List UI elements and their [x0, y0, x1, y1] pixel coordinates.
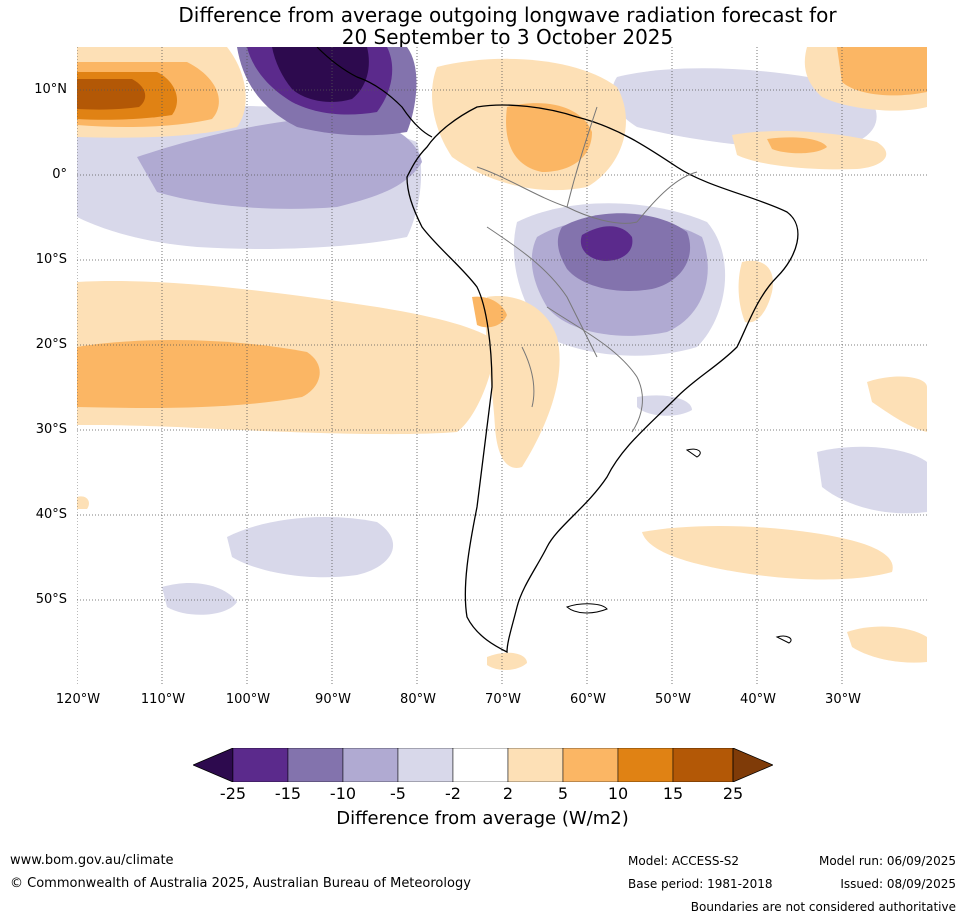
lat-label-50s: 50°S	[35, 592, 67, 607]
colorbar-tick: -25	[219, 784, 247, 803]
anomaly-chile-light	[485, 296, 560, 468]
anomaly-drake-warm	[487, 652, 527, 671]
colorbar-tick: 15	[662, 784, 684, 803]
anomaly-south-atlantic-warm	[642, 525, 893, 580]
lat-label-20s: 20°S	[35, 337, 67, 352]
lat-label-10n: 10°N	[34, 82, 67, 97]
south-america-coastline	[406, 104, 799, 654]
lat-label-10s: 10°S	[35, 252, 67, 267]
anomaly-panama-extreme	[272, 47, 369, 102]
colorbar-bin-8	[617, 748, 674, 782]
anomaly-south-pacific-patch-2	[162, 582, 237, 615]
anomaly-south-pacific-warm-small	[77, 496, 89, 509]
colorbar-bin-3	[342, 748, 399, 782]
colorbar-tick: -5	[390, 784, 406, 803]
lat-label-30s: 30°S	[35, 422, 67, 437]
anomaly-chile-medium	[472, 296, 507, 328]
central-america-coastline	[316, 47, 433, 138]
olr-anomaly-map	[77, 47, 927, 686]
map-gridlines	[77, 47, 927, 686]
lon-label-120w: 120°W	[55, 692, 101, 707]
title-line-1: Difference from average outgoing longwav…	[178, 3, 837, 27]
anomaly-tropical-atlantic-light	[612, 68, 877, 149]
lon-label-100w: 100°W	[225, 692, 271, 707]
colorbar-extend-low	[193, 748, 234, 782]
country-borders	[476, 106, 698, 433]
anomaly-atlantic-equator-medium	[767, 137, 827, 154]
lon-label-70w: 70°W	[485, 692, 521, 707]
model-run-text: Model run: 06/09/2025	[818, 854, 956, 868]
title-line-2: 20 September to 3 October 2025	[341, 25, 674, 49]
base-period-text: Base period: 1981-2018	[628, 877, 773, 891]
colorbar-bin-1	[232, 748, 289, 782]
colorbar-bin-9	[672, 748, 734, 782]
colorbar-tick: -2	[445, 784, 461, 803]
lon-label-110w: 110°W	[140, 692, 186, 707]
colorbar-tick: -15	[274, 784, 302, 803]
colorbar-tick: -10	[329, 784, 357, 803]
anomaly-amazon-core	[580, 226, 633, 261]
anomaly-south-atlantic-east	[867, 376, 927, 432]
lon-label-80w: 80°W	[400, 692, 436, 707]
copyright-text: © Commonwealth of Australia 2025, Austra…	[10, 876, 471, 891]
anomaly-atlantic-north-medium	[837, 47, 927, 96]
anomaly-south-pacific-patch-1	[227, 517, 394, 578]
lat-label-0: 0°	[52, 167, 67, 182]
model-text: Model: ACCESS-S2	[628, 854, 740, 868]
lon-label-40w: 40°W	[740, 692, 776, 707]
islands	[566, 448, 792, 644]
anomaly-brazil-coast	[738, 260, 773, 323]
anomaly-tropical-pacific-warm-core	[77, 79, 146, 110]
anomaly-colombia-medium	[506, 103, 592, 172]
colorbar-extend-high	[732, 748, 773, 782]
lon-label-90w: 90°W	[315, 692, 351, 707]
colorbar-bin-2	[287, 748, 344, 782]
anomaly-east-pacific-medium	[137, 117, 422, 209]
map-title: Difference from average outgoing longwav…	[0, 4, 965, 48]
negative-anomaly-fields	[77, 47, 927, 615]
anomaly-east-pacific-subtropic-medium	[77, 340, 320, 408]
website-link[interactable]: www.bom.gov.au/climate	[10, 853, 174, 868]
lon-label-60w: 60°W	[570, 692, 606, 707]
disclaimer-text: Boundaries are not considered authoritat…	[690, 900, 956, 914]
anomaly-south-atlantic-small	[637, 395, 692, 416]
anomaly-south-atlantic-patch	[817, 446, 927, 514]
colorbar	[193, 748, 773, 782]
lat-label-40s: 40°S	[35, 507, 67, 522]
map-svg	[77, 47, 927, 686]
anomaly-southern-ocean-warm	[847, 626, 927, 663]
colorbar-tick: 5	[557, 784, 569, 803]
lon-label-30w: 30°W	[825, 692, 861, 707]
colorbar-bin-5	[452, 748, 509, 782]
positive-anomaly-fields	[77, 47, 927, 671]
colorbar-tick: 25	[722, 784, 744, 803]
colorbar-tick: 10	[607, 784, 629, 803]
lon-label-50w: 50°W	[655, 692, 691, 707]
colorbar-bin-7	[562, 748, 619, 782]
issued-text: Issued: 08/09/2025	[840, 877, 956, 891]
colorbar-tick: 2	[502, 784, 514, 803]
colorbar-bin-4	[397, 748, 454, 782]
colorbar-label: Difference from average (W/m2)	[336, 808, 629, 829]
colorbar-bin-6	[507, 748, 564, 782]
